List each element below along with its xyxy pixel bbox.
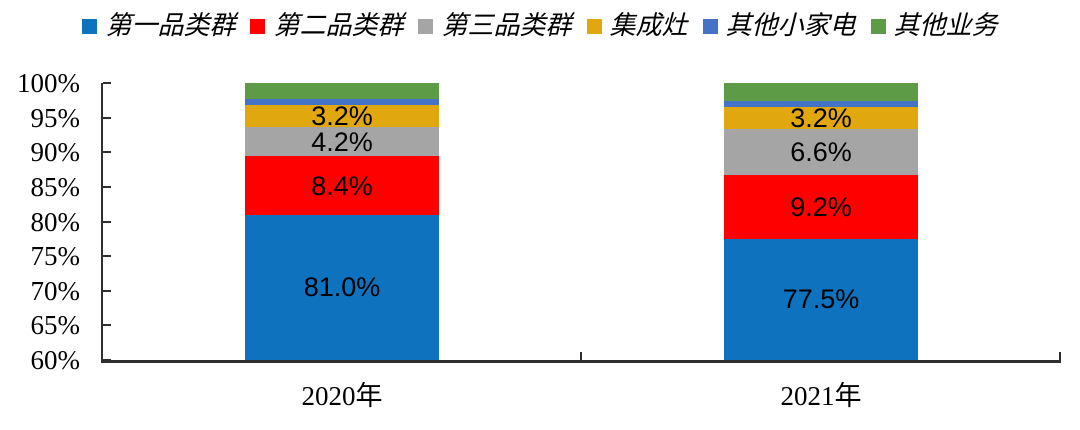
- bar-segment: [245, 83, 439, 99]
- y-axis-line: [101, 83, 103, 363]
- legend-item-label: 集成灶: [609, 11, 688, 40]
- y-axis-tick-label: 75%: [30, 241, 81, 271]
- bar-segment: [724, 129, 918, 176]
- bar-segment: [245, 214, 439, 360]
- legend-item: 第三品类群: [418, 11, 572, 41]
- bar-segment: [245, 127, 439, 157]
- y-axis-tick-label: 100%: [17, 68, 80, 98]
- bar-segment: [724, 238, 918, 360]
- y-axis-tick: [103, 186, 111, 188]
- legend-swatch-icon: [250, 18, 266, 34]
- x-axis-category-label: 2021年: [780, 381, 862, 411]
- x-axis-category-label: 2020年: [301, 381, 383, 411]
- y-axis-tick-label: 60%: [30, 345, 81, 375]
- legend-item: 其他业务: [870, 11, 998, 41]
- bar-segment-data-label: 77.5%: [782, 284, 860, 315]
- y-axis-tick: [103, 82, 111, 84]
- bar-segment-data-label: 81.0%: [303, 272, 381, 303]
- y-axis-tick-label: 85%: [30, 172, 81, 202]
- x-axis-tick: [580, 352, 582, 360]
- bar-segment-data-label: 3.2%: [790, 103, 852, 134]
- y-axis-tick: [103, 255, 111, 257]
- legend-item-label: 第二品类群: [273, 11, 404, 40]
- bar-segment-data-label: 6.6%: [790, 137, 852, 168]
- legend-swatch-icon: [702, 18, 718, 34]
- legend-item: 第一品类群: [82, 11, 236, 41]
- y-axis-tick-label: 95%: [30, 103, 81, 133]
- legend-item: 第二品类群: [250, 11, 404, 41]
- y-axis-tick-label: 65%: [30, 310, 81, 340]
- bar-segment: [724, 101, 918, 108]
- y-axis-tick-label: 80%: [30, 207, 81, 237]
- legend-swatch-icon: [870, 18, 886, 34]
- y-axis-tick: [103, 221, 111, 223]
- bar-segment: [245, 105, 439, 128]
- bar-segment-data-label: 9.2%: [790, 192, 852, 222]
- y-axis-tick: [103, 151, 111, 153]
- legend-swatch-icon: [586, 18, 602, 34]
- legend-swatch-icon: [418, 18, 434, 34]
- legend-item-label: 其他小家电: [725, 11, 856, 40]
- bar-segment-data-label: 3.2%: [311, 101, 373, 132]
- legend-item-label: 其他业务: [893, 11, 998, 40]
- y-axis-tick: [103, 290, 111, 292]
- y-axis-tick-label: 70%: [30, 276, 81, 306]
- legend: 第一品类群 第二品类群 第三品类群 集成灶 其他小家电 其他业务: [0, 11, 1080, 41]
- bar-segment-data-label: 8.4%: [311, 170, 373, 201]
- x-axis-tick: [1059, 352, 1061, 360]
- y-axis-tick: [103, 117, 111, 119]
- y-axis-tick-label: 90%: [30, 137, 81, 167]
- legend-item: 集成灶: [586, 11, 688, 41]
- bar-segment-data-label: 4.2%: [311, 126, 373, 157]
- y-axis-tick: [103, 324, 111, 326]
- bar-segment: [245, 156, 439, 215]
- legend-item: 其他小家电: [702, 11, 856, 41]
- y-axis-tick: [103, 359, 111, 361]
- legend-item-label: 第一品类群: [105, 11, 236, 40]
- bar-segment: [724, 175, 918, 239]
- bar-segment: [245, 98, 439, 106]
- bar-segment: [724, 107, 918, 130]
- x-axis-line: [101, 360, 1061, 363]
- legend-swatch-icon: [82, 18, 98, 34]
- legend-item-label: 第三品类群: [441, 11, 572, 40]
- bar-segment: [724, 83, 918, 101]
